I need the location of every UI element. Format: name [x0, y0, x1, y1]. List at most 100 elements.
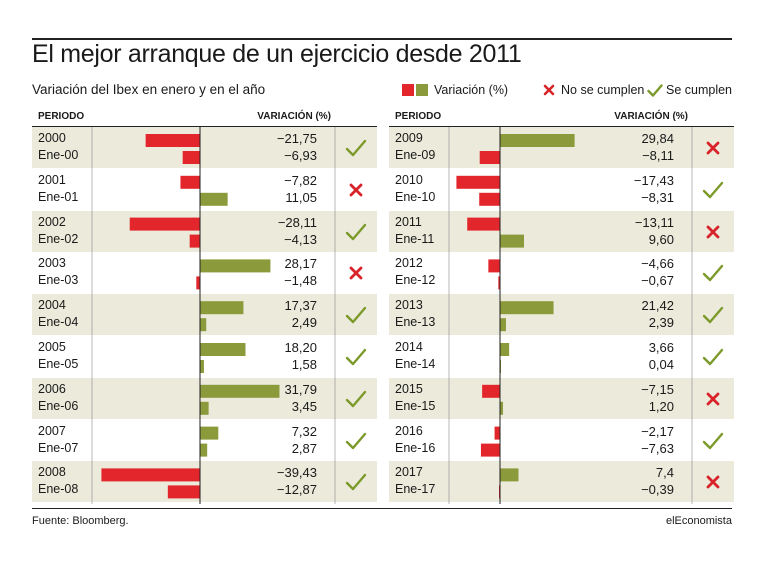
bar-january [200, 192, 228, 206]
table-row: 2009 Ene-09 29,84 −8,11 [389, 127, 734, 168]
period-year-label: 2016 [395, 423, 423, 438]
period-january-label: Ene-11 [395, 231, 435, 246]
table-row: 2015 Ene-15 −7,15 1,20 [389, 377, 734, 419]
value-january-label: −6,93 [284, 148, 317, 163]
period-january-label: Ene-17 [395, 482, 436, 497]
bar-year [494, 426, 500, 440]
value-january-label: −0,39 [641, 482, 674, 498]
panel-body: 2000 Ene-00 −21,75 −6,93 2001 Ene-01 −7,82 11,0… [32, 127, 377, 504]
check-icon [647, 83, 663, 97]
value-year-label: −7,82 [284, 172, 317, 188]
check-icon [345, 390, 367, 407]
check-icon [345, 139, 367, 157]
value-january-label: 1,58 [291, 357, 317, 372]
value-year-label: 3,66 [648, 340, 674, 355]
table-row: 2002 Ene-02 −28,11 −4,13 [32, 210, 377, 252]
period-january-label: Ene-01 [38, 189, 79, 204]
check-icon [345, 348, 367, 366]
period-year-label: 2001 [38, 172, 66, 187]
legend-swatch-year [402, 84, 414, 96]
value-january-label: −1,48 [284, 273, 317, 289]
period-january-label: Ene-05 [38, 357, 79, 371]
legend-variation-label: Variación (%) [434, 83, 509, 97]
bar-year [500, 301, 554, 315]
value-year-label: 7,32 [291, 423, 317, 439]
period-january-label: Ene-03 [38, 273, 79, 288]
value-year-label: −2,17 [641, 423, 674, 439]
bar-year [482, 384, 500, 398]
bar-year [180, 175, 200, 189]
table-row: 2008 Ene-08 −39,43 −12,87 [32, 461, 377, 503]
panel-left: PERIODO VARIACIÓN (%) 2000 Ene-00 −21,75 −6… [32, 104, 377, 504]
period-january-label: Ene-02 [38, 231, 79, 246]
value-january-label: −7,63 [641, 440, 674, 456]
chart-subtitle: Variación del Ibex en enero y en el año [32, 82, 266, 97]
bar-january [498, 276, 500, 290]
bar-january [196, 276, 200, 290]
bar-january [479, 192, 500, 206]
value-year-label: −21,75 [276, 131, 317, 146]
value-year-label: 17,37 [284, 298, 317, 314]
period-year-label: 2014 [395, 340, 423, 354]
legend-fulfilled: Se cumplen [647, 82, 732, 98]
period-january-label: Ene-12 [395, 273, 436, 288]
period-year-label: 2011 [395, 214, 422, 229]
bar-january [200, 401, 209, 415]
bar-january [200, 360, 204, 373]
panel-body: 2009 Ene-09 29,84 −8,11 2010 Ene-10 −17,43 −8,3… [389, 127, 734, 504]
value-january-label: 3,45 [291, 398, 317, 414]
legend-not-fulfilled: No se cumplen [543, 82, 644, 98]
value-year-label: −13,11 [634, 214, 674, 230]
period-year-label: 2004 [38, 298, 66, 313]
legend-swatch-january [416, 84, 428, 96]
table-row: 2007 Ene-07 7,32 2,87 [32, 420, 377, 461]
bar-january [500, 318, 506, 332]
period-january-label: Ene-06 [38, 398, 79, 413]
header-variation: VARIACIÓN (%) [614, 111, 688, 122]
check-icon [345, 474, 367, 491]
table-row: 2010 Ene-10 −17,43 −8,31 [389, 169, 734, 210]
brand-logo: elEconomista [665, 515, 732, 527]
top-rule [32, 38, 732, 40]
value-january-label: 9,60 [648, 231, 674, 247]
period-january-label: Ene-09 [395, 148, 436, 162]
bar-january [480, 443, 500, 457]
bar-january [500, 401, 503, 415]
value-january-label: −12,87 [276, 482, 317, 498]
value-year-label: 18,20 [284, 340, 317, 355]
period-january-label: Ene-08 [38, 482, 79, 497]
period-year-label: 2012 [395, 256, 423, 271]
bar-year [467, 217, 500, 231]
check-icon [702, 348, 724, 366]
bar-year [129, 217, 200, 231]
bar-year [200, 343, 246, 356]
legend-variation: Variación (%) [402, 82, 508, 98]
value-year-label: 28,17 [284, 256, 317, 272]
check-icon [702, 265, 724, 282]
period-year-label: 2013 [395, 298, 423, 313]
header-period: PERIODO [38, 111, 85, 122]
period-january-label: Ene-10 [395, 189, 436, 204]
panel-header: PERIODO VARIACIÓN (%) [389, 104, 734, 127]
cross-icon [706, 475, 720, 489]
bar-year [200, 301, 244, 315]
bar-year [488, 259, 500, 273]
bar-january [189, 234, 200, 248]
bar-january [479, 151, 500, 164]
bar-year [500, 468, 519, 482]
value-january-label: −0,67 [641, 273, 674, 289]
source-note: Fuente: Bloomberg. [32, 515, 129, 527]
cross-icon [706, 141, 720, 155]
period-january-label: Ene-13 [395, 315, 436, 330]
period-year-label: 2017 [395, 465, 423, 480]
legend-no-label: No se cumplen [561, 83, 645, 97]
bar-year [200, 384, 280, 398]
period-january-label: Ene-14 [395, 357, 436, 371]
bar-year [200, 259, 271, 273]
period-year-label: 2010 [395, 172, 423, 187]
check-icon [345, 223, 367, 240]
period-year-label: 2000 [38, 131, 66, 145]
table-row: 2013 Ene-13 21,42 2,39 [389, 294, 734, 336]
check-icon [702, 306, 724, 324]
value-year-label: 21,42 [641, 298, 674, 314]
